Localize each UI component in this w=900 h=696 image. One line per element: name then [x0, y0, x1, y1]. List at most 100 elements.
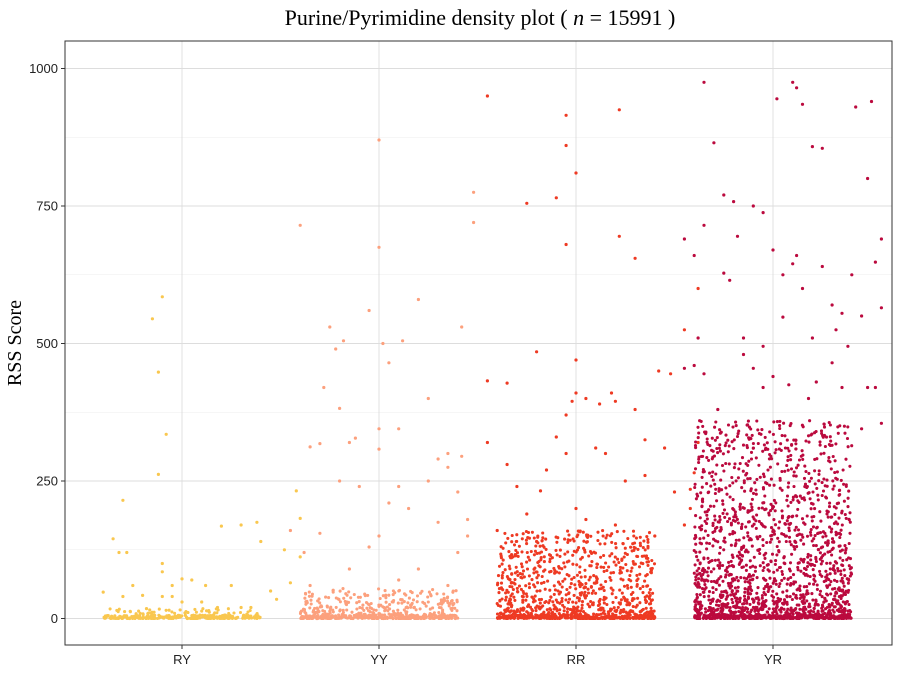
data-point: [711, 478, 715, 482]
data-point: [761, 385, 765, 390]
data-point: [786, 577, 790, 581]
data-point: [694, 578, 698, 582]
data-point: [334, 614, 338, 618]
data-point: [599, 555, 603, 559]
data-point: [748, 559, 752, 563]
data-point: [519, 587, 523, 591]
data-point: [802, 597, 806, 601]
data-point: [731, 425, 735, 429]
data-point: [294, 489, 298, 493]
data-point: [636, 554, 640, 559]
data-point: [345, 600, 349, 604]
data-point: [586, 614, 591, 618]
data-point: [597, 608, 601, 612]
data-point: [750, 608, 754, 612]
data-point: [724, 573, 728, 577]
data-point: [579, 557, 583, 561]
data-point: [843, 512, 847, 517]
data-point: [730, 553, 734, 557]
data-point: [763, 435, 767, 439]
data-point: [840, 311, 844, 315]
data-point: [554, 548, 558, 552]
data-point: [630, 566, 634, 570]
data-point: [391, 616, 395, 621]
data-point: [566, 600, 570, 604]
data-point: [726, 519, 730, 524]
data-point: [433, 613, 437, 617]
data-point: [229, 583, 233, 588]
data-point: [823, 616, 827, 620]
data-point: [472, 190, 476, 194]
data-point: [239, 523, 243, 527]
data-point: [520, 550, 524, 554]
data-point: [638, 601, 642, 605]
data-point: [144, 616, 148, 620]
data-point: [848, 531, 852, 535]
data-point: [589, 599, 593, 604]
data-point: [739, 547, 743, 551]
data-point: [525, 560, 529, 564]
data-point: [749, 587, 753, 591]
data-point: [663, 446, 667, 450]
data-point: [732, 438, 736, 442]
data-point: [846, 344, 850, 348]
data-point: [843, 544, 847, 548]
data-point: [760, 596, 764, 600]
data-point: [455, 598, 459, 602]
data-point: [764, 616, 768, 620]
data-point: [790, 442, 794, 447]
data-point: [751, 204, 755, 208]
data-point: [318, 442, 322, 446]
data-point: [786, 611, 790, 615]
data-point: [453, 606, 457, 610]
data-point: [602, 595, 606, 599]
data-point: [733, 462, 737, 466]
data-point: [764, 507, 768, 511]
data-point: [566, 550, 570, 554]
data-point: [432, 611, 436, 615]
data-point: [730, 475, 734, 480]
data-point: [548, 588, 552, 592]
data-point: [456, 490, 460, 494]
data-point: [504, 610, 508, 614]
data-point: [534, 570, 538, 574]
data-point: [693, 581, 697, 586]
data-point: [762, 604, 766, 608]
data-point: [839, 478, 843, 482]
data-point: [789, 421, 793, 426]
data-point: [758, 475, 762, 479]
data-point: [833, 512, 837, 516]
data-point: [305, 599, 309, 603]
data-point: [828, 460, 832, 464]
data-point: [386, 609, 390, 613]
data-point: [813, 482, 817, 486]
data-point: [731, 498, 735, 502]
data-point: [840, 523, 844, 527]
data-point: [516, 614, 520, 618]
data-point: [812, 543, 816, 548]
data-point: [776, 536, 780, 540]
data-point: [805, 589, 809, 593]
data-point: [397, 484, 401, 489]
data-point: [783, 434, 787, 438]
data-point: [572, 593, 576, 597]
data-point: [700, 577, 704, 582]
data-point: [761, 472, 766, 476]
data-point: [643, 598, 647, 602]
data-point: [509, 609, 513, 613]
data-point: [377, 427, 381, 431]
data-point: [739, 576, 743, 580]
data-point: [808, 605, 812, 609]
data-point: [442, 614, 446, 618]
data-point: [840, 576, 844, 580]
data-point: [610, 552, 614, 556]
data-point: [598, 542, 602, 546]
data-point: [848, 464, 852, 468]
data-point: [525, 512, 529, 516]
data-point: [746, 595, 750, 599]
data-point: [528, 558, 532, 562]
data-point: [741, 602, 745, 606]
data-point: [812, 514, 816, 519]
data-point: [641, 584, 645, 589]
data-point: [717, 520, 721, 524]
